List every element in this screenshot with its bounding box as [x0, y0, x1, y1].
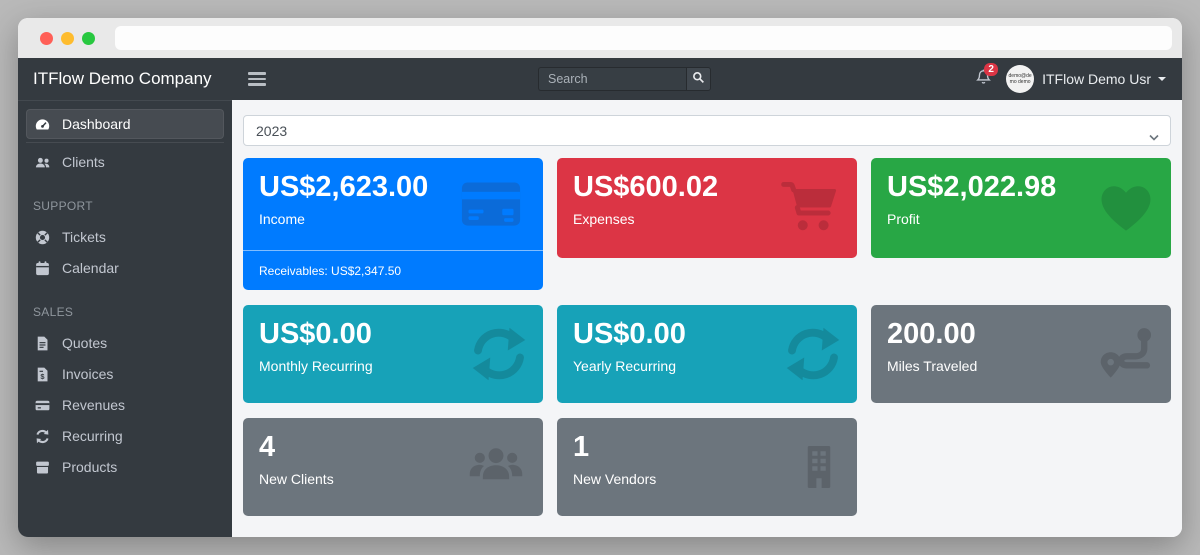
caret-down-icon — [1158, 77, 1166, 81]
sidebar: ITFlow Demo Company Dashboard Clients — [18, 58, 232, 537]
card-value: US$600.02 — [573, 171, 719, 203]
sidebar-item-label: Clients — [62, 154, 105, 170]
magnifier-icon — [692, 71, 705, 87]
building-icon — [795, 438, 843, 496]
stat-cards-grid: US$2,623.00 Income Receivables: US$2,347… — [243, 158, 1171, 516]
users-icon — [463, 439, 529, 495]
sidebar-item-recurring[interactable]: Recurring — [26, 421, 224, 451]
sync-icon — [33, 428, 52, 445]
user-name: ITFlow Demo Usr — [1042, 71, 1151, 87]
card-value: US$2,022.98 — [887, 171, 1057, 203]
notification-badge: 2 — [984, 62, 999, 76]
sidebar-item-quotes[interactable]: Quotes — [26, 328, 224, 358]
card-label: Yearly Recurring — [573, 358, 676, 375]
monthly-recurring-card: US$0.00 Monthly Recurring — [243, 305, 543, 403]
browser-window: ITFlow Demo Company Dashboard Clients — [18, 18, 1182, 537]
card-value: 200.00 — [887, 318, 976, 350]
heart-icon — [1095, 179, 1157, 237]
card-label: Profit — [887, 211, 920, 228]
sidebar-item-clients[interactable]: Clients — [26, 147, 224, 177]
window-close-button[interactable] — [40, 31, 53, 45]
browser-chrome — [18, 18, 1182, 58]
search-input[interactable] — [538, 67, 686, 91]
file-invoice-dollar-icon: $ — [33, 366, 52, 383]
users-icon — [33, 154, 52, 171]
sidebar-item-label: Invoices — [62, 366, 114, 382]
search-button[interactable] — [686, 67, 711, 91]
shopping-cart-icon — [777, 179, 843, 237]
credit-card-icon — [453, 174, 529, 234]
navbar-right-group: 2 demo@demo demo ITFlow Demo Usr — [975, 62, 1166, 93]
sync-icon — [469, 326, 529, 382]
box-icon — [33, 459, 52, 476]
sidebar-section-sales: SALES — [33, 305, 74, 319]
dashboard-content: 2023 US$2,623.00 Income Receivabl — [232, 100, 1182, 537]
window-zoom-button[interactable] — [82, 31, 95, 45]
income-card: US$2,623.00 Income Receivables: US$2,347… — [243, 158, 543, 290]
brand[interactable]: ITFlow Demo Company — [18, 58, 232, 101]
sync-icon — [783, 326, 843, 382]
calendar-icon — [33, 260, 52, 277]
card-value: US$0.00 — [259, 318, 372, 350]
sidebar-item-label: Dashboard — [62, 116, 131, 132]
app-frame: ITFlow Demo Company Dashboard Clients — [18, 58, 1182, 537]
notifications-button[interactable]: 2 — [975, 62, 999, 91]
sidebar-item-revenues[interactable]: Revenues — [26, 390, 224, 420]
avatar[interactable]: demo@demo demo — [1006, 65, 1035, 93]
tachometer-icon — [33, 116, 52, 133]
search-form — [538, 67, 711, 91]
sidebar-item-products[interactable]: Products — [26, 452, 224, 482]
sidebar-section-support: SUPPORT — [33, 199, 93, 213]
card-label: Miles Traveled — [887, 358, 978, 375]
miles-traveled-card: 200.00 Miles Traveled — [871, 305, 1171, 403]
sidebar-item-label: Products — [62, 459, 118, 475]
file-lines-icon — [33, 335, 52, 352]
url-bar[interactable] — [115, 26, 1172, 50]
card-value: 1 — [573, 431, 590, 463]
sidebar-item-invoices[interactable]: $ Invoices — [26, 359, 224, 389]
chevron-down-icon — [1149, 128, 1159, 144]
year-select-value: 2023 — [256, 122, 288, 139]
sidebar-item-label: Recurring — [62, 428, 123, 444]
card-label: New Clients — [259, 471, 334, 488]
sidebar-item-tickets[interactable]: Tickets — [26, 222, 224, 252]
new-clients-card: 4 New Clients — [243, 418, 543, 516]
sidebar-item-label: Calendar — [62, 260, 119, 276]
top-navbar: 2 demo@demo demo ITFlow Demo Usr — [232, 58, 1182, 100]
card-label: Monthly Recurring — [259, 358, 373, 375]
sidebar-item-label: Revenues — [62, 397, 126, 413]
card-label: Income — [259, 211, 305, 228]
new-vendors-card: 1 New Vendors — [557, 418, 857, 516]
expenses-card: US$600.02 Expenses — [557, 158, 857, 258]
card-value: US$0.00 — [573, 318, 686, 350]
svg-text:$: $ — [40, 371, 45, 380]
card-label: Expenses — [573, 211, 635, 228]
credit-card-icon — [33, 397, 52, 414]
sidebar-item-calendar[interactable]: Calendar — [26, 253, 224, 283]
profit-card: US$2,022.98 Profit — [871, 158, 1171, 258]
sidebar-item-label: Quotes — [62, 335, 108, 351]
sidebar-divider — [26, 142, 224, 143]
card-label: New Vendors — [573, 471, 657, 488]
yearly-recurring-card: US$0.00 Yearly Recurring — [557, 305, 857, 403]
window-minimize-button[interactable] — [61, 31, 74, 45]
sidebar-item-dashboard[interactable]: Dashboard — [26, 109, 224, 139]
sidebar-item-label: Tickets — [62, 229, 106, 245]
sidebar-menu: Dashboard Clients SUPPORT — [18, 101, 232, 491]
life-ring-icon — [33, 229, 52, 246]
user-menu[interactable]: ITFlow Demo Usr — [1042, 71, 1166, 87]
route-icon — [1097, 325, 1157, 383]
card-value: 4 — [259, 431, 276, 463]
menu-toggle-icon[interactable] — [248, 72, 266, 86]
avatar-text: demo@demo demo — [1008, 72, 1032, 86]
year-select[interactable]: 2023 — [243, 115, 1171, 146]
card-value: US$2,623.00 — [259, 171, 429, 203]
card-footer: Receivables: US$2,347.50 — [243, 250, 543, 290]
